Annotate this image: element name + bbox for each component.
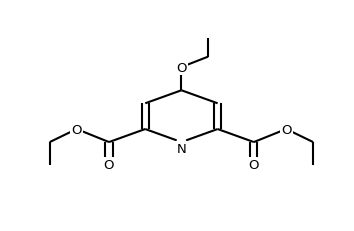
Text: O: O [104,158,114,171]
Text: N: N [177,143,186,155]
Text: O: O [176,61,187,74]
Text: O: O [281,123,291,136]
Text: O: O [249,158,259,171]
Text: O: O [72,123,82,136]
